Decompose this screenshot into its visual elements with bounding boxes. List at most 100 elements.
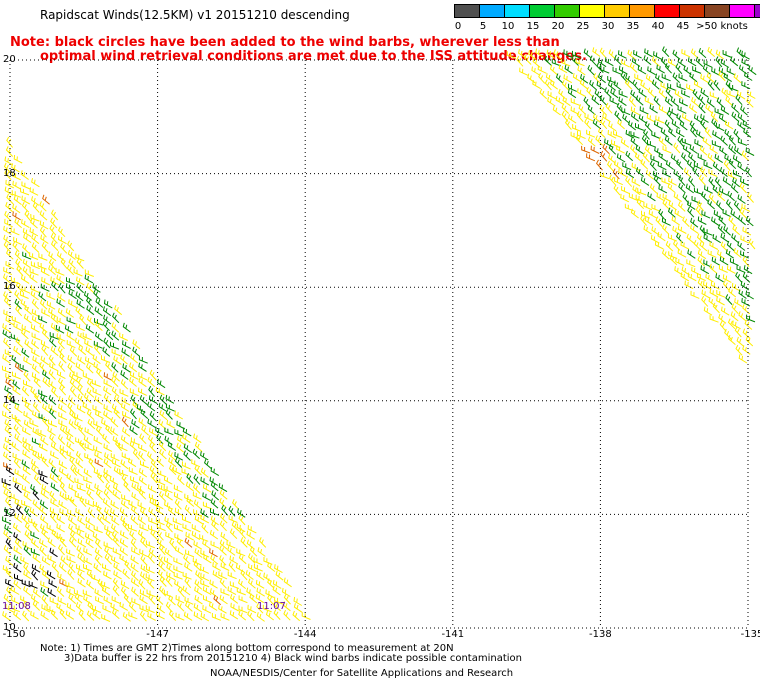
wind-barb (51, 562, 59, 573)
wind-barb (738, 354, 748, 364)
wind-barb (112, 608, 120, 620)
wind-barb (689, 72, 698, 83)
wind-barb (213, 594, 222, 606)
wind-barb (28, 444, 38, 453)
wind-barb (702, 280, 712, 290)
wind-barb (173, 565, 183, 574)
wind-barb (119, 468, 129, 477)
wind-barb (130, 515, 139, 526)
wind-barb (101, 580, 111, 590)
wind-barb (49, 490, 57, 502)
wind-barb (91, 573, 101, 582)
wind-barb (693, 114, 703, 124)
wind-barb (164, 547, 173, 558)
wind-barb (136, 484, 146, 494)
wind-barb (39, 220, 49, 230)
wind-barb (661, 177, 671, 186)
wind-barb (617, 50, 627, 59)
wind-barb (145, 573, 155, 582)
wind-barb (112, 547, 122, 556)
wind-barb (725, 249, 734, 259)
wind-barb (186, 473, 194, 484)
wind-barb (700, 113, 709, 123)
wind-barb (136, 404, 146, 413)
wind-barb (138, 579, 146, 590)
wind-barb (113, 408, 121, 419)
wind-barb (3, 593, 12, 605)
wind-barb (93, 289, 101, 300)
wind-barb (101, 613, 111, 622)
wind-barb (119, 602, 129, 611)
wind-barb (60, 258, 68, 270)
wind-barb (236, 523, 246, 533)
wind-barb (120, 435, 130, 445)
wind-barb (50, 498, 59, 508)
wind-barb (724, 128, 733, 140)
wind-barb (22, 379, 33, 388)
wind-barb (148, 493, 158, 502)
wind-barb (519, 67, 529, 76)
wind-barb (191, 459, 201, 468)
wind-barb (174, 524, 184, 532)
wind-barb (49, 473, 58, 484)
wind-barb (561, 58, 571, 67)
wind-barb (92, 387, 102, 396)
wind-barb (246, 539, 255, 550)
wind-barb (672, 225, 681, 236)
wind-barb (159, 449, 167, 460)
wind-barb (148, 506, 157, 517)
wind-barb (677, 225, 687, 234)
wind-barb (229, 528, 238, 539)
wind-barb (138, 372, 148, 381)
wind-barb (58, 460, 68, 470)
wind-barb (110, 453, 120, 462)
wind-barb (675, 63, 683, 75)
wind-barb (49, 336, 57, 348)
wind-barb (46, 570, 56, 580)
wind-barb (620, 71, 628, 83)
wind-barb (120, 370, 129, 380)
wind-barb (92, 283, 101, 293)
wind-barb (725, 294, 733, 305)
wind-barb (524, 54, 532, 65)
wind-barb (613, 184, 621, 196)
wind-barb (102, 514, 111, 525)
wind-barb (3, 401, 11, 413)
wind-barb (675, 257, 685, 266)
wind-barb (138, 377, 147, 388)
wind-barb (587, 105, 596, 115)
wind-barb (701, 295, 709, 307)
wind-barb (5, 260, 15, 270)
wind-barb (646, 113, 656, 123)
wind-barb (113, 355, 122, 365)
wind-barb (283, 610, 291, 621)
wind-barb (32, 489, 40, 501)
wind-barb (728, 215, 736, 227)
wind-barb (31, 437, 41, 446)
wind-barb (587, 64, 595, 76)
wind-barb (622, 113, 630, 124)
wind-barb (32, 521, 40, 533)
wind-barb (37, 452, 47, 461)
wind-barb (147, 376, 156, 387)
wind-barb (707, 152, 716, 163)
wind-barb (576, 130, 586, 140)
wind-barb (32, 600, 41, 611)
wind-barb (676, 159, 684, 170)
wind-barb (6, 393, 15, 404)
wind-barb (667, 233, 677, 242)
wind-barb (66, 587, 75, 597)
wind-barb (592, 47, 601, 57)
map-title: Rapidscat Winds(12.5KM) v1 20151210 desc… (40, 8, 350, 22)
wind-barb (128, 499, 137, 509)
wind-barb (77, 569, 85, 581)
wind-barb (220, 562, 230, 571)
wind-barb (38, 442, 48, 452)
wind-barb (156, 529, 164, 541)
wind-barb (57, 235, 67, 245)
wind-barb (111, 362, 119, 373)
wind-barb (129, 530, 137, 541)
wind-barb (607, 76, 617, 84)
wind-barb (10, 333, 20, 342)
wind-barb (732, 169, 742, 178)
